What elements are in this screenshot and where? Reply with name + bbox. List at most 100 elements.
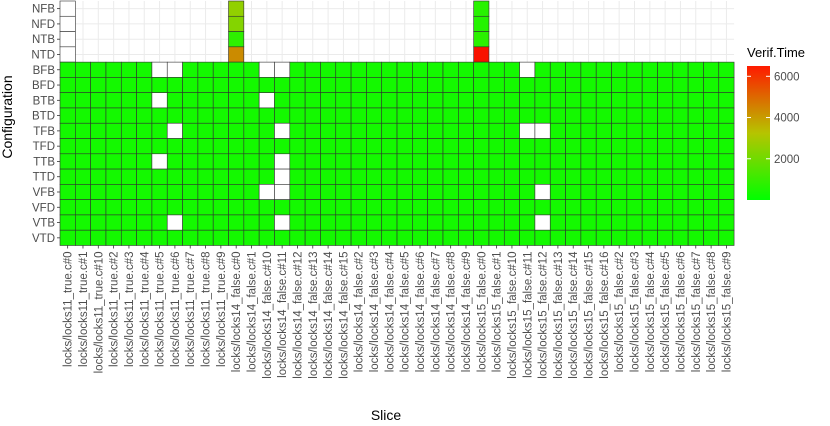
- heatmap-cell: [718, 168, 735, 185]
- heatmap-cell: [396, 153, 413, 170]
- heatmap-cell: [243, 168, 260, 185]
- heatmap-cell: [366, 138, 383, 155]
- heatmap-cell: [59, 46, 76, 63]
- heatmap-cell: [519, 107, 536, 124]
- heatmap-cell: [687, 199, 704, 216]
- heatmap-cell: [534, 61, 551, 78]
- heatmap-cell: [228, 153, 245, 170]
- heatmap-cell: [105, 199, 122, 216]
- heatmap-cell: [258, 77, 275, 93]
- heatmap-cell: [228, 0, 245, 17]
- heatmap-cell: [182, 92, 199, 109]
- heatmap-cell: [320, 138, 337, 155]
- heatmap-cell: [197, 214, 214, 231]
- heatmap-cell: [519, 77, 536, 93]
- heatmap-cell: [289, 92, 306, 109]
- heatmap-cell: [396, 214, 413, 231]
- heatmap-cell: [580, 199, 597, 216]
- heatmap-cell: [611, 168, 628, 185]
- heatmap-cell: [488, 199, 505, 216]
- heatmap-cell: [350, 229, 367, 246]
- heatmap-cell: [503, 184, 520, 200]
- heatmap-cell: [289, 168, 306, 185]
- heatmap-cell: [105, 107, 122, 124]
- heatmap-cell: [120, 229, 137, 246]
- heatmap-cell: [458, 214, 474, 231]
- x-tick-label: locks/locks14_false.c#14: [323, 251, 335, 379]
- heatmap-cell: [212, 199, 229, 216]
- x-tick-label: locks/locks14_false.c#4: [384, 251, 396, 372]
- heatmap-cell: [427, 184, 444, 200]
- heatmap-cell: [59, 0, 76, 17]
- heatmap-cell: [59, 229, 76, 246]
- x-tick-label: locks/locks14_false.c#7: [430, 251, 442, 372]
- heatmap-cell: [120, 77, 137, 93]
- heatmap-cell: [151, 77, 168, 93]
- heatmap-cell: [228, 214, 245, 231]
- heatmap-cell: [350, 214, 367, 231]
- heatmap-cell: [258, 122, 275, 139]
- heatmap-cell: [320, 214, 337, 231]
- heatmap-cell: [534, 122, 551, 139]
- heatmap-cell: [335, 153, 352, 170]
- heatmap-cell: [534, 138, 551, 155]
- heatmap-cell: [335, 107, 352, 124]
- heatmap-cell: [304, 229, 321, 246]
- heatmap-cell: [289, 61, 306, 78]
- heatmap-cell: [182, 229, 199, 246]
- heatmap-cell: [59, 77, 76, 93]
- x-tick-labels: locks/locks11_true.c#0 locks/locks11_true…: [63, 245, 733, 379]
- heatmap-cell: [166, 214, 183, 231]
- heatmap-cell: [473, 214, 490, 231]
- heatmap-cell: [611, 61, 628, 78]
- heatmap-cell: [212, 122, 229, 139]
- heatmap-cell: [611, 214, 628, 231]
- heatmap-cell: [366, 229, 383, 246]
- x-tick-label: locks/locks14_false.c#9: [461, 251, 473, 372]
- x-tick-label: locks/locks14_false.c#13: [308, 251, 320, 378]
- heatmap-cell: [258, 199, 275, 216]
- heatmap-cell: [350, 77, 367, 93]
- heatmap-cell: [473, 46, 490, 63]
- heatmap-cell: [427, 199, 444, 216]
- heatmap-cell: [412, 184, 428, 200]
- x-tick-label: locks/locks15_false.c#1: [492, 251, 504, 372]
- heatmap-cell: [427, 107, 444, 124]
- heatmap-cell: [641, 61, 658, 78]
- heatmap-cell: [718, 138, 735, 155]
- y-tick-labels: NFB NFD NTB NTD BFB BFD BTB BTD TFB TFD TTB TTD VFB V…: [31, 4, 60, 245]
- heatmap-cell: [166, 92, 183, 109]
- heatmap-cell: [641, 168, 658, 185]
- y-tick-label: NTD: [31, 49, 55, 61]
- heatmap-cell: [59, 31, 76, 48]
- heatmap-cell: [412, 138, 428, 155]
- heatmap-cell: [595, 229, 612, 246]
- heatmap-cell: [580, 153, 597, 170]
- heatmap-cell: [611, 77, 628, 93]
- heatmap-cell: [366, 214, 383, 231]
- x-tick-label: locks/locks15_false.c#16: [599, 251, 611, 378]
- heatmap-cell: [197, 77, 214, 93]
- heatmap-cell: [703, 92, 720, 109]
- x-tick-label: locks/locks15_false.c#2: [614, 251, 626, 372]
- heatmap-cell: [458, 199, 474, 216]
- heatmap-cell: [381, 229, 398, 246]
- heatmap-cell: [90, 199, 107, 216]
- heatmap-cell: [565, 184, 582, 200]
- heatmap-cell: [519, 92, 536, 109]
- heatmap-cell: [75, 214, 91, 231]
- x-tick-label: locks/locks15_false.c#6: [675, 251, 687, 372]
- heatmap-cell: [503, 122, 520, 139]
- x-tick-label: locks/locks11_true.c#4: [139, 251, 151, 367]
- heatmap-cell: [427, 61, 444, 78]
- heatmap-cell: [136, 184, 153, 200]
- heatmap-cell: [427, 229, 444, 246]
- heatmap-cell: [427, 138, 444, 155]
- heatmap-cell: [75, 153, 91, 170]
- heatmap-cell: [75, 61, 91, 78]
- heatmap-cell: [258, 168, 275, 185]
- heatmap-cell: [549, 122, 566, 139]
- heatmap-cell: [212, 184, 229, 200]
- x-tick-label: locks/locks11_true.c#5: [155, 251, 167, 366]
- heatmap-cell: [304, 107, 321, 124]
